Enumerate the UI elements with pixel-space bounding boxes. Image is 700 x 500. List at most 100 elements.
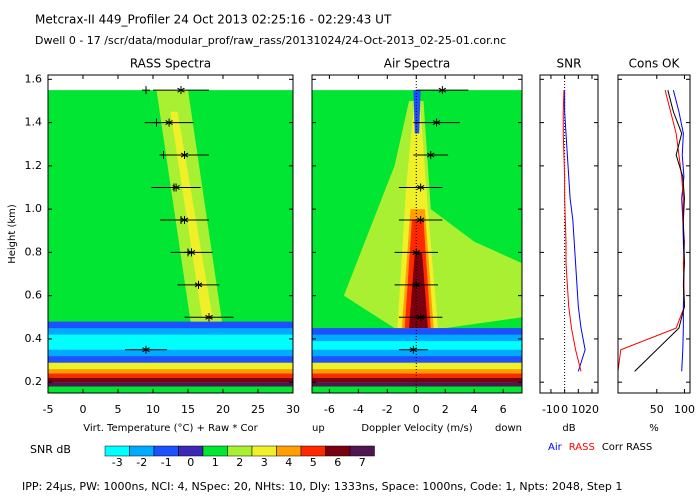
colorbar-tick-label: -3 [112, 456, 123, 469]
marker [432, 118, 441, 127]
x-axis-label: Virt. Temperature (°C) + Raw * Cor [83, 423, 258, 434]
marker [412, 280, 420, 289]
colorbar-tick-label: -2 [136, 456, 147, 469]
marker-stroke [438, 87, 447, 93]
colorbar-box [178, 445, 204, 457]
plot-frame [47, 74, 294, 394]
y-axis-label: Height (km) [7, 204, 18, 264]
colorbar-box [104, 445, 130, 457]
marker-stroke [412, 282, 420, 288]
legend-entry: RASS [569, 442, 595, 453]
x-tick-label: 6 [500, 403, 507, 416]
marker [416, 313, 425, 322]
x-tick-label: -10 [542, 403, 560, 416]
colorbar-box [202, 445, 228, 457]
contour-region [312, 377, 522, 383]
x-tick-label: 2 [442, 403, 449, 416]
marker-stroke [142, 347, 150, 353]
x-axis-label: Doppler Velocity (m/s) [361, 423, 472, 434]
marker-stroke [165, 120, 173, 126]
marker [194, 280, 203, 289]
x-tick-label: 0 [561, 403, 568, 416]
marker [177, 86, 185, 95]
marker [205, 313, 213, 322]
marker [416, 215, 425, 224]
contour-region [312, 362, 522, 370]
contour-region [409, 252, 428, 329]
x-tick-label: 5 [115, 403, 122, 416]
x-axis-label: dB [562, 423, 575, 434]
marker [142, 345, 150, 354]
marker [409, 345, 418, 354]
contour-region [48, 334, 293, 350]
marker-stroke [427, 152, 435, 158]
marker [165, 118, 173, 127]
marker-stroke [432, 120, 441, 126]
contour-region [312, 341, 522, 350]
panel-title: Cons OK [629, 57, 681, 71]
marker-stroke [416, 217, 425, 223]
footer: IPP: 24µs, PW: 1000ns, NCI: 4, NSpec: 20… [22, 480, 622, 493]
plot-frame [617, 74, 691, 394]
x-tick-label: 0 [413, 403, 420, 416]
y-tick-label: 1.2 [25, 159, 43, 172]
y-tick-label: 0.2 [25, 375, 43, 388]
x-tick-label: 20 [585, 403, 599, 416]
x-axis-label: % [649, 423, 659, 434]
contour-region [170, 111, 213, 318]
panel-title: SNR [557, 57, 582, 71]
marker [180, 215, 189, 224]
y-tick-label: 0.4 [25, 332, 43, 345]
marker [416, 183, 425, 192]
marker [180, 151, 189, 160]
colorbar-box [300, 445, 326, 457]
profile-line [564, 90, 586, 372]
legend-entry: Air [548, 442, 563, 453]
colorbar-box [153, 445, 179, 457]
colorbar-tick-label: 5 [310, 456, 317, 469]
x-tick-label: 15 [181, 403, 195, 416]
marker-stroke [187, 249, 196, 255]
x-tick-label: 10 [571, 403, 585, 416]
contour-region [312, 382, 522, 387]
marker-stroke [194, 282, 203, 288]
colorbar-tick-label: 3 [261, 456, 268, 469]
contour-region [48, 377, 293, 383]
marker-stroke [180, 152, 189, 158]
x-tick-label: 50 [650, 403, 664, 416]
colorbar-box [227, 445, 253, 457]
contour-region [312, 373, 522, 378]
x-axis-note: down [495, 423, 522, 434]
colorbar-tick-label: 7 [359, 456, 366, 469]
colorbar-box [129, 445, 155, 457]
colorbar-tick-label: 2 [236, 456, 243, 469]
profile-line [634, 90, 685, 372]
colorbar-tick-label: 1 [212, 456, 219, 469]
marker [427, 151, 435, 160]
marker-stroke [172, 185, 180, 190]
colorbar-tick-label: 4 [285, 456, 292, 469]
colorbar-box [349, 445, 375, 457]
marker [142, 86, 150, 95]
x-tick-label: -4 [353, 403, 364, 416]
panel-title: Air Spectra [384, 57, 451, 71]
x-tick-label: 20 [216, 403, 230, 416]
legend-entry: Corr RASS [602, 442, 652, 453]
x-tick-label: -5 [43, 403, 54, 416]
x-tick-label: 0 [80, 403, 87, 416]
colorbar-tick-label: -1 [161, 456, 172, 469]
marker-stroke [412, 249, 420, 255]
marker-stroke [205, 314, 213, 320]
page-subtitle: Dwell 0 - 17 /scr/data/modular_prof/raw_… [35, 34, 506, 47]
marker-stroke [416, 314, 425, 320]
marker [412, 248, 420, 257]
marker [187, 248, 196, 257]
y-tick-label: 0.6 [25, 289, 43, 302]
colorbar-box [325, 445, 351, 457]
y-tick-label: 0.8 [25, 245, 43, 258]
x-axis-note: up [312, 423, 325, 434]
x-tick-label: 10 [146, 403, 160, 416]
marker-stroke [177, 87, 185, 93]
marker [172, 183, 180, 192]
